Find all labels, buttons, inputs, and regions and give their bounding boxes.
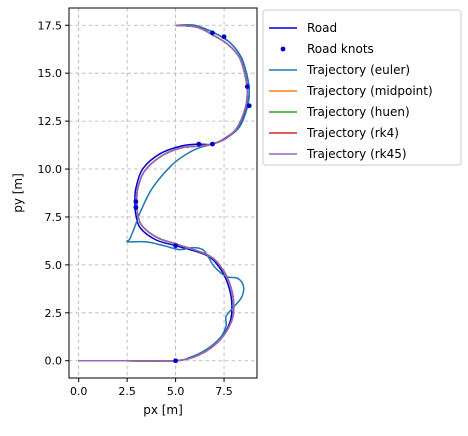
legend-label: Trajectory (rk45) [306,147,407,161]
y-tick-label: 12.5 [38,115,63,128]
y-tick-label: 2.5 [45,307,63,320]
y-tick-label: 15.0 [38,67,63,80]
x-axis-ticks: 0.0 2.5 5.0 7.5 [70,378,233,398]
road-knot-point [221,34,227,40]
road-knot-point [196,141,202,147]
x-tick-label: 7.5 [215,385,233,398]
x-axis-label: px [m] [143,403,183,417]
legend-swatch [280,46,286,52]
plot-area [78,23,252,364]
road-knot-point [133,204,139,210]
road-knot-point [210,141,215,147]
legend-label: Trajectory (euler) [306,63,410,77]
legend-label: Road [307,21,337,35]
legend-box [262,9,462,166]
x-tick-label: 5.0 [167,385,185,398]
road-knot-point [133,199,139,205]
road-knot-point [244,84,250,90]
legend: Road Road knots Trajectory (euler) Trajecto… [262,9,462,166]
legend-label: Trajectory (midpoint) [306,84,433,98]
road-knot-point [173,358,178,364]
road-knot-point [210,30,215,36]
road-knot-point [246,103,252,109]
road-knot-point [173,243,178,249]
x-tick-label: 0.0 [70,385,88,398]
y-axis-label: py [m] [11,173,25,213]
x-tick-label: 2.5 [118,385,136,398]
legend-label: Trajectory (huen) [306,105,410,119]
grid [69,8,257,378]
legend-items: Road Road knots Trajectory (euler) Trajecto… [269,21,433,161]
y-tick-label: 10.0 [38,163,63,176]
y-axis-ticks: 0.0 2.5 5.0 7.5 10.0 12.5 15.0 17.5 [38,19,69,368]
y-tick-label: 17.5 [38,19,63,32]
trajectory-line-0 [78,23,250,362]
y-tick-label: 5.0 [45,259,63,272]
legend-label: Road knots [307,42,374,56]
trajectory-line-4 [78,24,249,362]
legend-label: Trajectory (rk4) [306,126,399,140]
y-tick-label: 0.0 [45,355,63,368]
y-tick-label: 7.5 [45,211,63,224]
axes-frame [68,7,258,379]
